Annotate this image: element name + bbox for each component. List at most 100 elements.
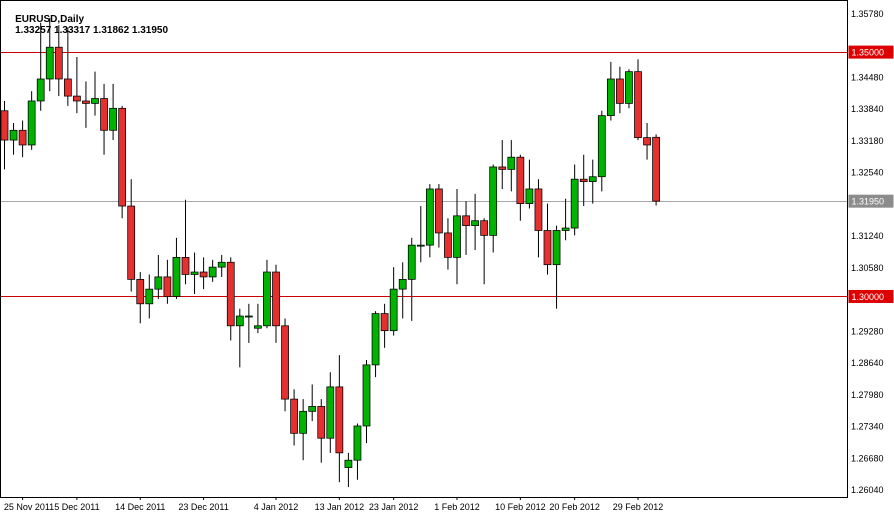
y-axis-label: 1.34480 <box>851 73 884 83</box>
x-axis-label: 13 Jan 2012 <box>315 502 365 512</box>
candle-body-down <box>317 406 326 439</box>
candle-body-down <box>18 129 27 146</box>
candle-body-up <box>308 406 317 412</box>
y-axis-label: 1.26680 <box>851 454 884 464</box>
candle-body-down <box>136 278 145 305</box>
y-axis-label: 1.27980 <box>851 390 884 400</box>
price-badge-red <box>848 45 894 59</box>
candle-body-down <box>543 230 552 266</box>
candle-body-down <box>480 220 489 236</box>
candle-body-up <box>109 107 117 131</box>
x-axis-label: 1 Feb 2012 <box>434 502 480 512</box>
price-badge-label: 1.35000 <box>852 48 885 58</box>
candle-body-up <box>416 244 425 247</box>
y-axis-label: 1.29280 <box>851 327 884 337</box>
candle-body-down <box>163 276 172 297</box>
candle-body-down <box>380 313 389 332</box>
candle-body-up <box>145 288 154 305</box>
price-badge-red <box>848 289 894 303</box>
x-axis-label: 25 Nov 2011 <box>4 502 54 512</box>
candle-body-down <box>54 46 63 80</box>
price-badge-current <box>848 194 894 208</box>
candle-body-up <box>407 244 416 280</box>
candle-body-up <box>353 425 362 461</box>
candle-body-down <box>335 386 344 454</box>
x-axis-label: 20 Feb 2012 <box>549 502 600 512</box>
candle-body-down <box>462 215 470 226</box>
y-axis-label: 1.33840 <box>851 104 884 114</box>
candle-body-down <box>127 205 136 280</box>
candle-body-down <box>516 156 525 204</box>
y-axis-label: 1.27340 <box>851 421 884 431</box>
candle-body-down <box>73 95 81 102</box>
y-axis-label: 1.26040 <box>851 485 884 495</box>
candle-body-up <box>263 271 271 327</box>
candle-body-up <box>625 71 633 104</box>
candle-body-up <box>154 276 163 290</box>
candle-body-up <box>326 386 335 439</box>
candle-body-up <box>507 156 516 170</box>
candle-body-up <box>389 288 398 332</box>
x-axis-label: 23 Jan 2012 <box>369 502 419 512</box>
candle-body-up <box>570 178 579 229</box>
candle-body-up <box>561 227 570 231</box>
candle-body-down <box>0 110 9 141</box>
candle-body-down <box>281 325 289 400</box>
y-axis-label: 1.28640 <box>851 358 884 368</box>
x-axis-label: 29 Feb 2012 <box>613 502 664 512</box>
candle-body-up <box>362 364 371 427</box>
candle-body-up <box>588 176 597 182</box>
x-axis-label: 4 Jan 2012 <box>254 502 299 512</box>
price-badge-label: 1.31950 <box>852 197 885 207</box>
candle-body-down <box>498 166 507 170</box>
candle-body-up <box>208 266 217 278</box>
candle-body-down <box>118 107 127 207</box>
y-axis-label: 1.32540 <box>851 167 884 177</box>
x-axis-label: 14 Dec 2011 <box>115 502 165 512</box>
candle-body-up <box>525 188 534 204</box>
candle-body-down <box>181 256 190 275</box>
candle-body-down <box>616 78 624 104</box>
candle-body-up <box>597 115 606 178</box>
candle-body-up <box>45 46 54 80</box>
y-axis-label: 1.33180 <box>851 136 884 146</box>
candle-body-down <box>226 261 235 327</box>
y-axis-label: 1.35780 <box>851 9 884 19</box>
candle-body-down <box>634 71 642 139</box>
candle-body-down <box>643 137 651 146</box>
candle-body-down <box>534 188 543 231</box>
candle-body-down <box>444 232 452 258</box>
candle-body-down <box>199 271 208 278</box>
candle-body-up <box>471 220 479 226</box>
x-axis-label: 10 Feb 2012 <box>495 502 546 512</box>
candle-body-up <box>27 100 36 146</box>
candle-body-up <box>606 78 615 117</box>
candle-body-down <box>652 136 660 202</box>
candle-body-down <box>290 398 298 434</box>
candle-body-up <box>36 78 45 102</box>
candle-body-up <box>489 166 498 236</box>
candle-body-up <box>344 459 353 468</box>
candle-body-down <box>435 188 443 234</box>
candle-body-down <box>272 271 280 327</box>
candle-body-up <box>190 271 199 275</box>
price-badge-label: 1.30000 <box>852 292 885 302</box>
candle-body-up <box>91 98 99 104</box>
x-axis-label: 5 Dec 2011 <box>54 502 99 512</box>
candle-body-up <box>235 315 244 327</box>
candle-body-down <box>100 98 108 131</box>
candle-body-up <box>172 256 181 297</box>
x-axis-label: 23 Dec 2011 <box>178 502 228 512</box>
candle-body-down <box>63 78 72 97</box>
candle-body-up <box>425 188 434 246</box>
candle-body-up <box>9 129 18 141</box>
y-axis-label: 1.30580 <box>851 263 884 273</box>
plot-area-frame <box>0 0 848 498</box>
candle-body-up <box>244 315 253 318</box>
candle-body-up <box>217 261 226 268</box>
candle-body-up <box>299 410 308 434</box>
candle-body-up <box>398 278 407 290</box>
candle-body-up <box>552 230 561 266</box>
